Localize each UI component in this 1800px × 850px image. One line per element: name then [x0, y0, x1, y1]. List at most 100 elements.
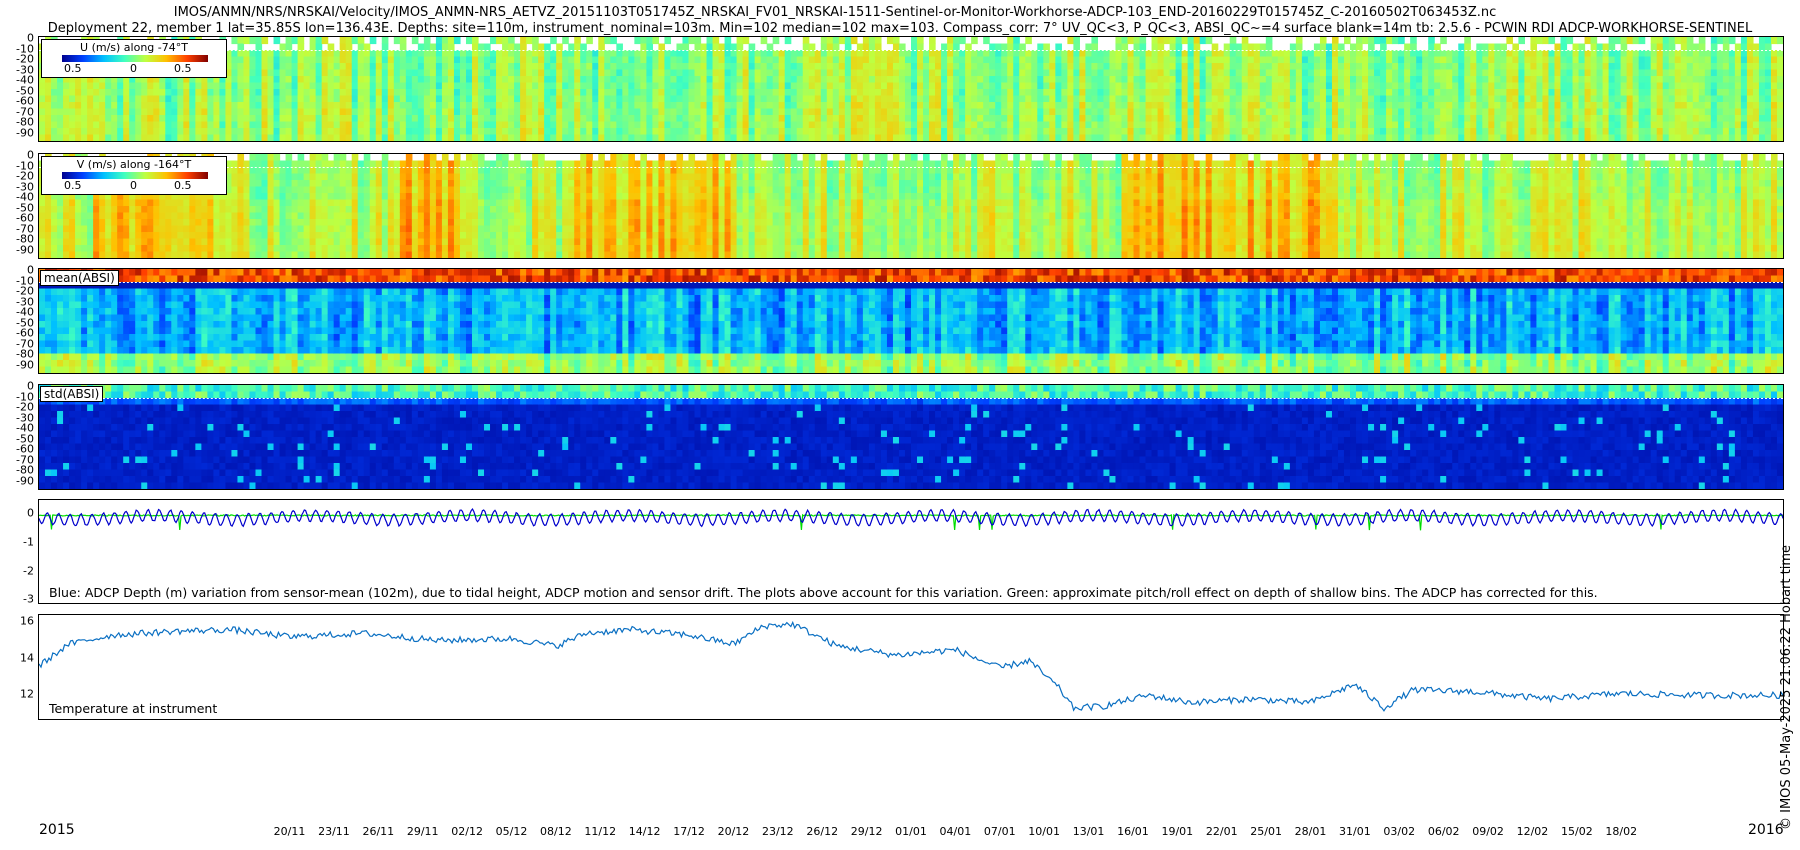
heatmap-cell [514, 50, 521, 58]
heatmap-cell [369, 82, 377, 90]
heatmap-cell [514, 128, 521, 136]
heatmap-cell [219, 134, 227, 141]
heatmap-cell [748, 134, 756, 141]
heatmap-cell [923, 134, 930, 141]
heatmap-cell [1073, 69, 1080, 77]
heatmap-cell [508, 43, 515, 51]
heatmap-cell [1458, 102, 1465, 110]
heatmap-cell [135, 115, 142, 123]
heatmap-cell [225, 232, 233, 240]
heatmap-cell [51, 206, 58, 214]
heatmap-cell [1187, 76, 1195, 84]
heatmap-cell [243, 193, 251, 201]
heatmap-cell [1103, 95, 1111, 103]
heatmap-cell [1307, 63, 1315, 71]
heatmap-cell [1458, 76, 1465, 84]
heatmap-cell [291, 37, 299, 45]
heatmap-cell [862, 56, 870, 64]
heatmap-cell [532, 95, 539, 103]
heatmap-cell [1127, 37, 1135, 45]
heatmap-cell [45, 121, 52, 129]
heatmap-cell [1752, 128, 1760, 136]
heatmap-cell [568, 89, 575, 97]
heatmap-cell [1422, 82, 1429, 90]
heatmap-cell [1325, 102, 1333, 110]
heatmap-cell [1632, 95, 1640, 103]
heatmap-cell [730, 56, 738, 64]
heatmap-cell [1187, 134, 1195, 141]
heatmap-cell [610, 102, 617, 110]
heatmap-cell [568, 115, 575, 123]
heatmap-cell [231, 245, 239, 253]
heatmap-cell [634, 95, 641, 103]
heatmap-cell [51, 232, 58, 240]
heatmap-cell [586, 76, 593, 84]
heatmap-cell [1307, 50, 1315, 58]
heatmap-cell [634, 63, 641, 71]
heatmap-cell [213, 89, 221, 97]
heatmap-cell [1560, 69, 1568, 77]
heatmap-cell [580, 82, 587, 90]
heatmap-cell [1211, 115, 1219, 123]
heatmap-cell [297, 108, 305, 116]
heatmap-cell [977, 108, 984, 116]
heatmap-cell [399, 69, 407, 77]
heatmap-cell [898, 128, 906, 136]
heatmap-cell [977, 134, 984, 141]
heatmap-cell [1325, 43, 1333, 51]
heatmap-cell [255, 63, 263, 71]
heatmap-cell [1187, 115, 1195, 123]
heatmap-cell [1362, 37, 1369, 45]
heatmap-cell [1007, 63, 1014, 71]
depth-tick-label: -60 [16, 211, 34, 225]
heatmap-cell [333, 121, 341, 129]
heatmap-cell [646, 50, 654, 58]
heatmap-cell [1175, 82, 1183, 90]
heatmap-cell [1121, 121, 1129, 129]
heatmap-cell [1638, 95, 1646, 103]
heatmap-cell [646, 89, 654, 97]
heatmap-cell [369, 50, 377, 58]
heatmap-cell [652, 50, 660, 58]
heatmap-cell [381, 115, 389, 123]
heatmap-cell [664, 63, 672, 71]
heatmap-cell [1350, 76, 1357, 84]
heatmap-cell [736, 63, 744, 71]
heatmap-cell [45, 102, 52, 110]
heatmap-cell [634, 69, 641, 77]
heatmap-cell [303, 108, 311, 116]
heatmap-cell [923, 56, 930, 64]
heatmap-cell [1199, 89, 1207, 97]
heatmap-cell [514, 121, 521, 129]
heatmap-cell [1259, 115, 1267, 123]
heatmap-cell [111, 108, 118, 116]
heatmap-cell [1331, 102, 1339, 110]
heatmap-cell [598, 128, 605, 136]
heatmap-cell [820, 43, 828, 51]
heatmap-cell [105, 134, 112, 141]
heatmap-cell [808, 76, 816, 84]
heatmap-cell [39, 82, 46, 90]
heatmap-cell [171, 232, 178, 240]
heatmap-cell [1668, 128, 1676, 136]
depth-tick-label: -70 [16, 105, 34, 119]
heatmap-cell [640, 115, 647, 123]
heatmap-cell [297, 37, 305, 45]
heatmap-cell [724, 37, 732, 45]
heatmap-cell [1536, 56, 1544, 64]
heatmap-cell [1506, 121, 1513, 129]
heatmap-cell [255, 89, 263, 97]
heatmap-cell [1512, 63, 1519, 71]
heatmap-cell [1464, 76, 1471, 84]
heatmap-cell [1097, 95, 1105, 103]
heatmap-cell [69, 95, 76, 103]
heatmap-cell [375, 115, 383, 123]
heatmap-cell [1698, 134, 1706, 141]
heatmap-cell [598, 121, 605, 129]
heatmap-cell [459, 89, 467, 97]
heatmap-cell [700, 76, 708, 84]
heatmap-cell [1728, 121, 1736, 129]
heatmap-cell [1097, 128, 1105, 136]
heatmap-cell [965, 76, 972, 84]
heatmap-cell [977, 128, 984, 136]
